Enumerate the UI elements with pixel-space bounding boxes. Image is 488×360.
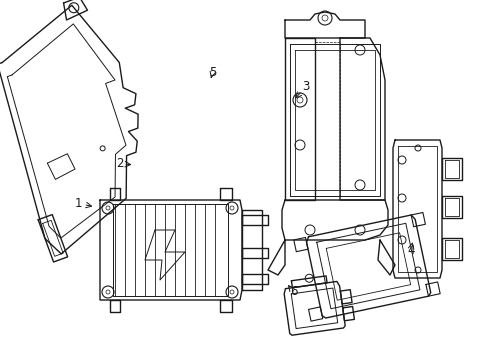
Text: 6: 6	[289, 285, 297, 298]
Text: 5: 5	[208, 66, 216, 78]
Text: 2: 2	[116, 157, 123, 170]
Text: 1: 1	[74, 197, 82, 210]
Text: 4: 4	[406, 244, 414, 257]
Text: 3: 3	[301, 80, 309, 93]
